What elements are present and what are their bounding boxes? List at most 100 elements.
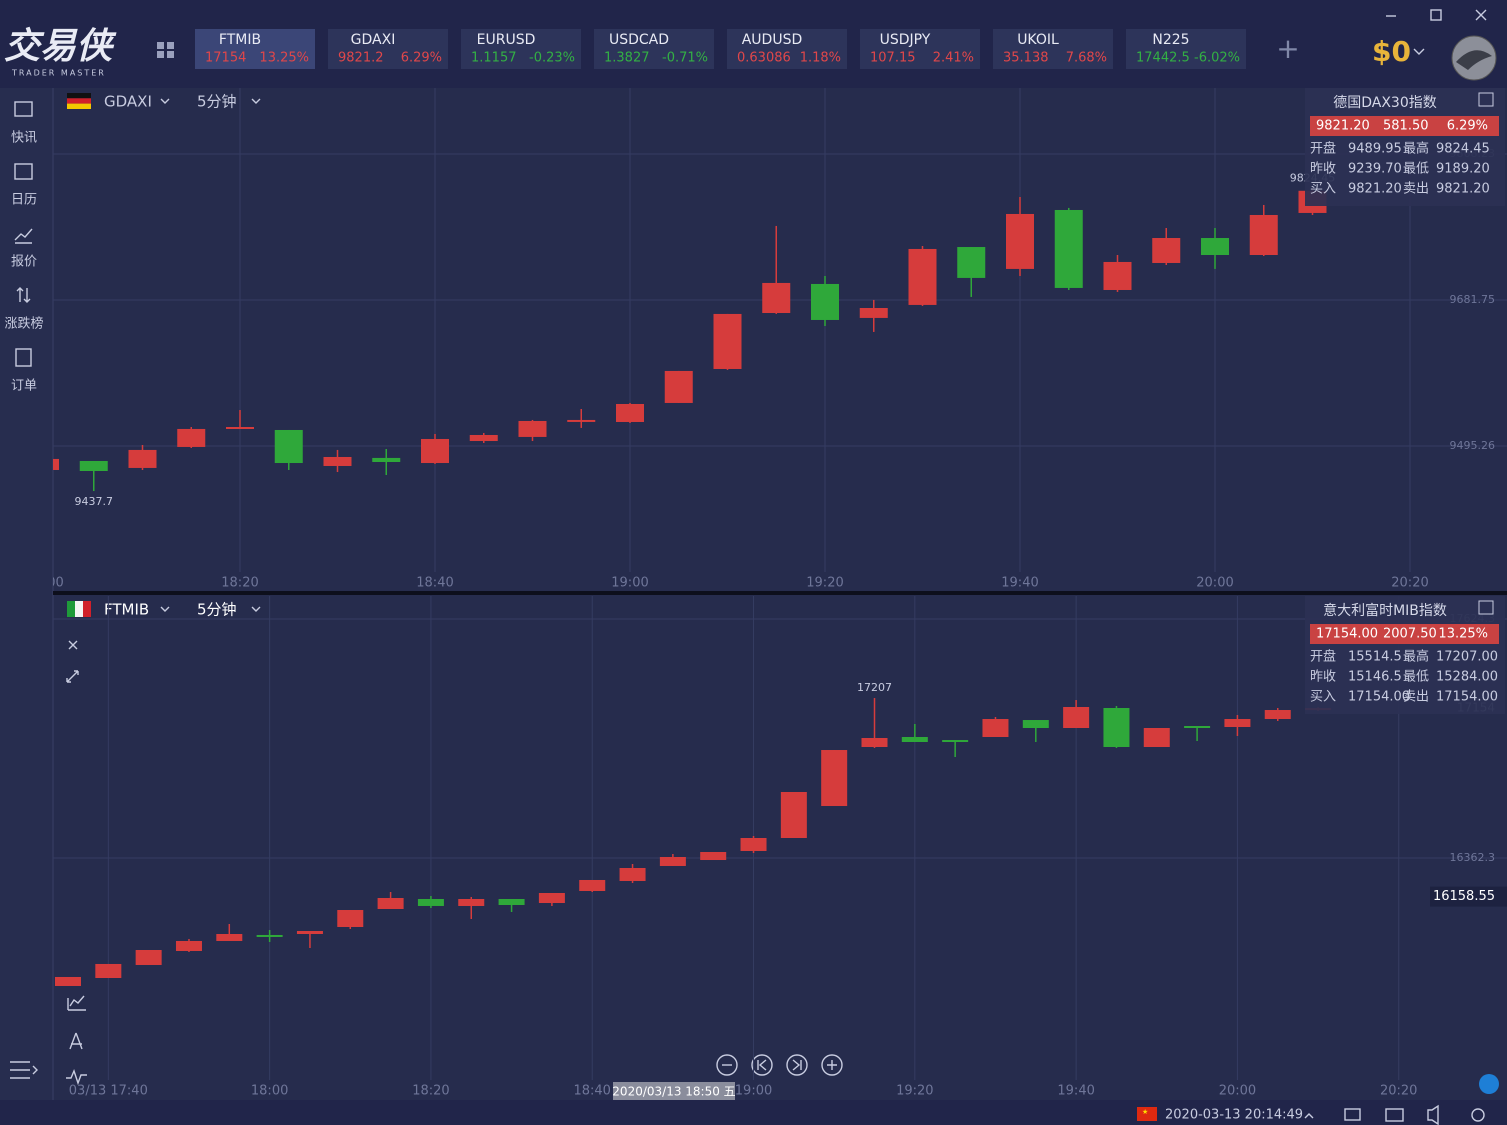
interval[interactable]: 5分钟 [197, 93, 237, 111]
settings-icon[interactable] [1471, 1108, 1485, 1122]
panel-label: 卖出 [1403, 182, 1429, 197]
candle-body [177, 428, 206, 447]
ticker-box[interactable] [1126, 29, 1246, 69]
assistant-icon[interactable] [1479, 1074, 1499, 1094]
chart-header: GDAXI 5分钟 [67, 93, 261, 111]
ticker-change: 6.29% [401, 51, 442, 66]
camera-icon[interactable] [1385, 1108, 1404, 1122]
interval[interactable]: 5分钟 [197, 601, 237, 619]
close-pane[interactable] [68, 640, 78, 650]
ranking-icon[interactable] [16, 287, 31, 303]
ticker-box[interactable] [195, 29, 315, 69]
crosshair-value: 16158.55 [1433, 889, 1495, 904]
cn-flag-star: ★ [1142, 1108, 1148, 1116]
ticker-box[interactable] [594, 29, 714, 69]
menu-icon[interactable] [10, 1061, 38, 1079]
panel-value: 15146.5 [1348, 670, 1402, 685]
sidebar-label[interactable]: 日历 [11, 193, 37, 208]
news-icon[interactable] [14, 101, 33, 117]
ticker-change: -6.02% [1194, 51, 1240, 66]
y-tick-label: 9495.26 [1450, 439, 1496, 452]
x-tick-label: 18:20 [412, 1084, 449, 1099]
interval-caret[interactable] [251, 98, 261, 104]
candle-body [821, 750, 848, 807]
ticker-change: -0.71% [662, 51, 708, 66]
y-tick-label: 16362.3 [1450, 851, 1496, 864]
panel-value: 15284.00 [1436, 670, 1498, 685]
close-button[interactable] [1475, 9, 1487, 21]
candle-body [659, 856, 686, 866]
candle-body [616, 403, 644, 422]
balance-caret[interactable] [1413, 48, 1425, 55]
sidebar-label[interactable]: 报价 [11, 255, 37, 270]
grid-menu-icon[interactable] [157, 42, 174, 58]
symbol-caret[interactable] [160, 606, 170, 612]
status-caret[interactable] [1304, 1113, 1314, 1119]
crosshair-value-box [1430, 886, 1507, 907]
ticker-price: 9821.2 [338, 51, 384, 66]
ticker-box[interactable] [461, 29, 581, 69]
x-tick-label: 19:20 [896, 1084, 933, 1099]
candle-body [372, 457, 401, 462]
panel-change: 2007.50 [1383, 627, 1437, 642]
zoom-out[interactable] [716, 1054, 738, 1076]
panel-menu-icon[interactable] [1478, 600, 1494, 615]
interval-caret[interactable] [251, 606, 261, 612]
sidebar-label[interactable]: 快讯 [11, 131, 37, 146]
logo: 交易侠 [4, 26, 117, 67]
expand-pane[interactable] [66, 670, 79, 683]
high-label: 17207 [857, 681, 892, 694]
crosshair-time-box [613, 1082, 735, 1100]
sidebar-label[interactable]: 涨跌榜 [4, 316, 43, 332]
scroll-end[interactable] [786, 1054, 808, 1076]
sidebar-label[interactable]: 订单 [11, 379, 37, 394]
candle-body [942, 740, 969, 743]
scroll-start[interactable] [751, 1054, 773, 1076]
chart-pane: 18:00 18:20 18:40 19:00 19:20 19:40 20:00 20:20… [53, 88, 1507, 591]
maximize-button[interactable] [1430, 9, 1442, 21]
panel-label: 最高 [1403, 649, 1429, 665]
candle-body [421, 438, 449, 464]
ticker-price: 1.3827 [604, 51, 650, 66]
candle-body [700, 851, 727, 861]
calendar-icon[interactable] [14, 163, 33, 180]
candle-body [458, 899, 485, 906]
zoom-in[interactable] [821, 1054, 843, 1076]
symbol-caret[interactable] [160, 98, 170, 104]
x-tick-label: 19:00 [611, 576, 648, 591]
candle-body [1022, 720, 1049, 729]
symbol[interactable]: FTMIB [104, 601, 149, 619]
ticker-box[interactable] [993, 29, 1113, 69]
candle-body [1054, 209, 1083, 288]
candle-body [417, 899, 444, 906]
order-icon[interactable] [15, 348, 32, 367]
panel-menu-icon[interactable] [1478, 92, 1494, 107]
panel-label: 昨收 [1310, 670, 1336, 685]
ticker-price: 35.138 [1003, 51, 1049, 66]
candle-body [518, 420, 547, 437]
quote-icon[interactable] [14, 228, 33, 244]
candle-body [957, 247, 986, 278]
add-ticker[interactable]: + [1276, 32, 1299, 65]
ticker-box[interactable] [727, 29, 847, 69]
ticker-name: UKOIL [1017, 32, 1059, 48]
candle-body [861, 738, 888, 747]
indicator-icon[interactable] [67, 995, 86, 1011]
drawing-icon[interactable] [69, 1032, 83, 1050]
candle-body [780, 791, 807, 838]
balance[interactable]: $0 [1372, 35, 1411, 68]
info-panel [1305, 88, 1505, 206]
sound-icon[interactable] [1427, 1104, 1439, 1125]
ticker-name: N225 [1152, 32, 1189, 48]
panel-label: 昨收 [1310, 162, 1336, 177]
panel-value: 17207.00 [1436, 650, 1498, 665]
ticker-price: 17442.5 [1136, 51, 1190, 66]
window-icon[interactable] [1344, 1108, 1361, 1121]
ticker-box[interactable] [328, 29, 448, 69]
panel-label: 开盘 [1310, 649, 1336, 665]
candle-body [469, 434, 498, 442]
symbol[interactable]: GDAXI [104, 93, 152, 111]
wave-icon[interactable] [66, 1069, 87, 1086]
ticker-box[interactable] [860, 29, 980, 69]
